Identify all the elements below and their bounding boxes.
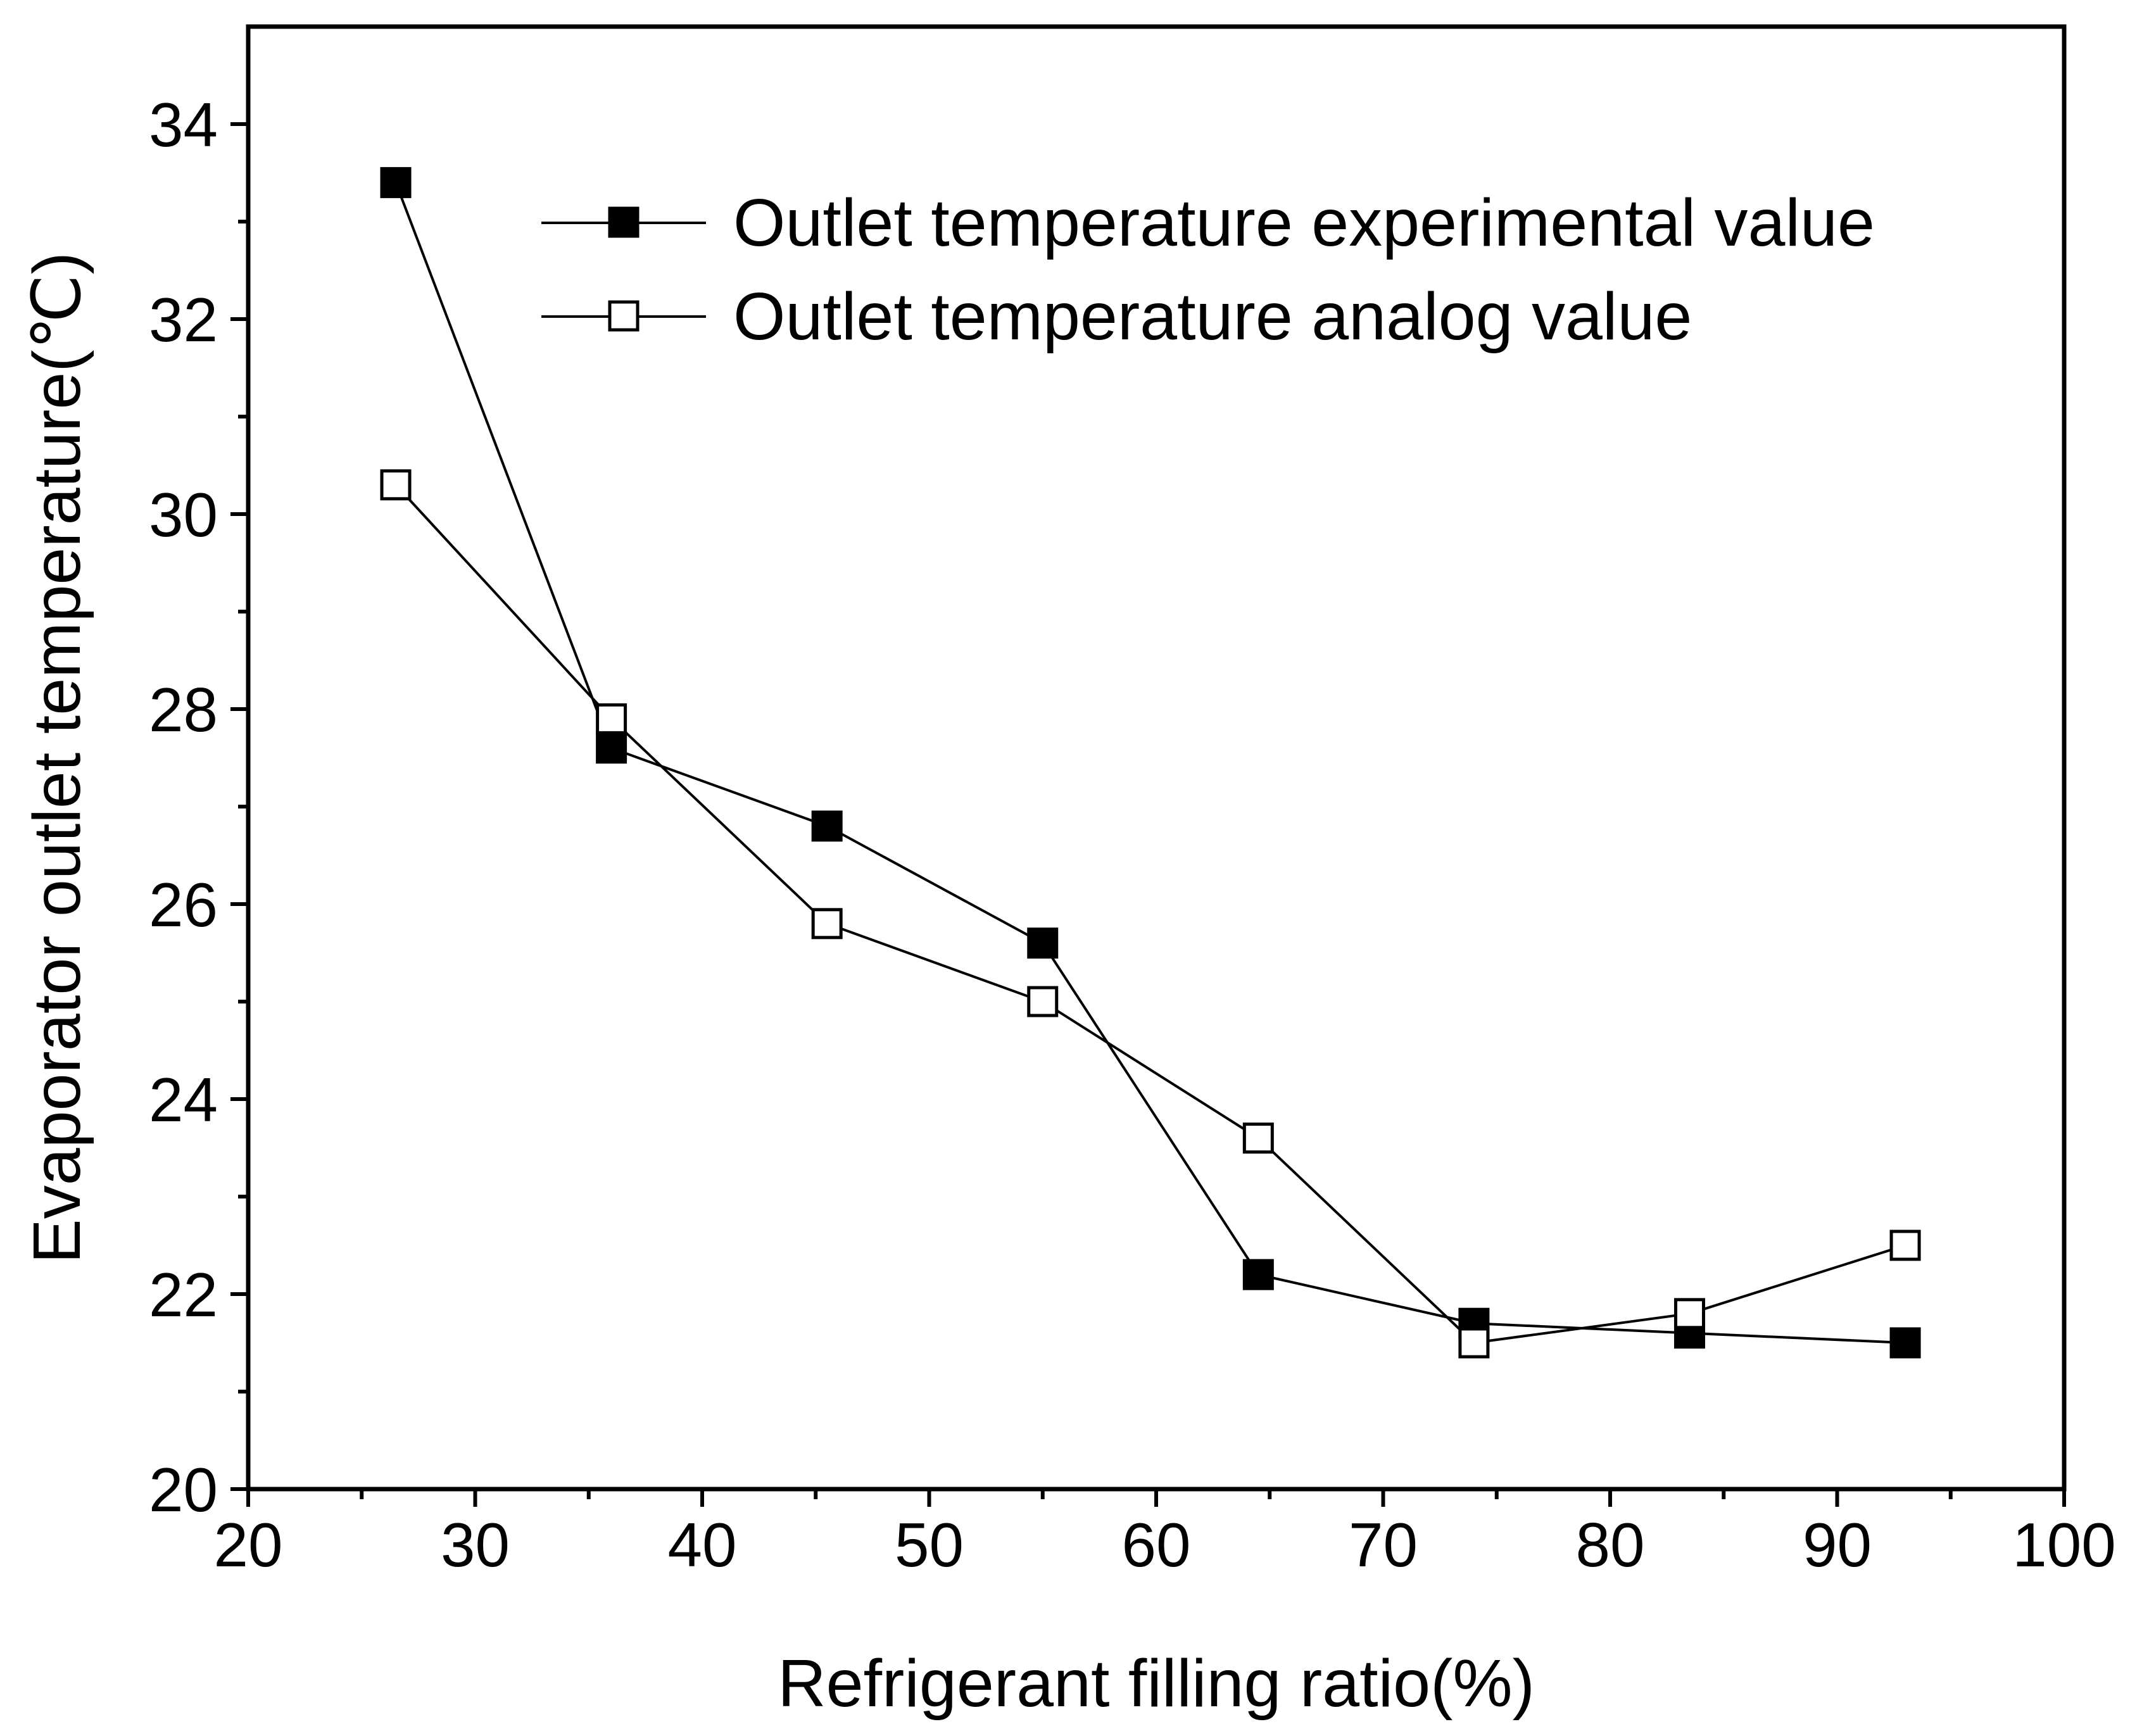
legend: Outlet temperature experimental value Ou… <box>541 186 1875 354</box>
y-tick-label: 24 <box>149 1065 218 1135</box>
y-axis-title: Evaporator outlet temperature(℃) <box>20 252 94 1264</box>
data-point-analog <box>1673 1298 1705 1330</box>
data-point-experimental <box>380 167 412 198</box>
x-axis-title: Refrigerant filling ratio(%) <box>778 1646 1535 1721</box>
data-point-analog <box>380 469 412 501</box>
legend-label-experimental: Outlet temperature experimental value <box>733 186 1875 260</box>
legend-marker-analog <box>608 300 640 332</box>
data-point-analog <box>811 908 843 940</box>
x-tick-label: 100 <box>2012 1510 2116 1580</box>
y-tick-label: 32 <box>149 285 218 355</box>
data-point-experimental <box>596 733 627 764</box>
y-tick-label: 28 <box>149 675 218 745</box>
legend-label-analog: Outlet temperature analog value <box>733 279 1692 354</box>
data-point-analog <box>1027 986 1059 1017</box>
x-tick-label: 40 <box>667 1510 736 1580</box>
x-tick-label: 50 <box>895 1510 964 1580</box>
data-point-analog <box>1458 1327 1490 1359</box>
series-line-analog <box>394 484 1906 1345</box>
x-tick-label: 30 <box>441 1510 510 1580</box>
data-point-experimental <box>811 810 843 842</box>
y-tick-label: 30 <box>149 480 218 550</box>
data-point-experimental <box>1242 1259 1274 1290</box>
x-tick-label: 80 <box>1575 1510 1644 1580</box>
y-axis-ticks: 20 22 24 26 28 30 32 34 <box>149 90 248 1525</box>
legend-marker-experimental <box>608 206 640 238</box>
data-point-analog <box>1242 1123 1274 1154</box>
series-markers <box>380 167 1921 1359</box>
x-tick-label: 20 <box>213 1510 282 1580</box>
x-axis-ticks: 20 30 40 50 60 70 80 90 100 <box>213 1489 2116 1580</box>
y-tick-label: 22 <box>149 1260 218 1330</box>
y-tick-label: 34 <box>149 90 218 160</box>
x-tick-label: 60 <box>1121 1510 1190 1580</box>
x-tick-label: 90 <box>1803 1510 1872 1580</box>
data-point-experimental <box>1027 928 1059 959</box>
series-lines <box>394 182 1906 1345</box>
plot-area-frame <box>246 24 2067 1492</box>
data-point-analog <box>1889 1230 1921 1261</box>
series-line-experimental <box>394 182 1906 1344</box>
x-tick-label: 70 <box>1349 1510 1418 1580</box>
data-point-experimental <box>1889 1327 1921 1359</box>
data-point-analog <box>596 703 627 734</box>
y-tick-label: 26 <box>149 870 218 940</box>
y-tick-label: 20 <box>149 1455 218 1525</box>
